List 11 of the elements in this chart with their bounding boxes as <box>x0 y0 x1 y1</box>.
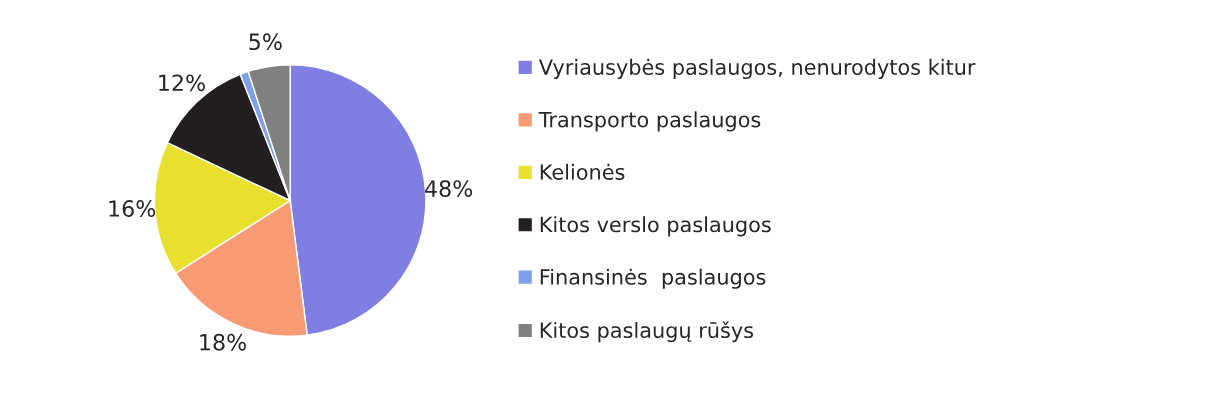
data-label: 5% <box>249 33 282 51</box>
legend-label: Kitos paslaugų rūšys <box>540 321 754 343</box>
data-label: 18% <box>200 333 247 351</box>
legend-label: Vyriausybės paslaugos, nenurodytos kitur <box>538 58 976 80</box>
data-label: 12% <box>159 74 205 92</box>
legend-label: Kelionės <box>540 163 625 180</box>
legend-label: Kitos verslo paslaugos <box>540 216 771 237</box>
legend-label: Transporto paslaugos <box>538 111 761 132</box>
data-label: 16% <box>109 200 156 217</box>
data-label: 48% <box>425 180 473 197</box>
legend-label: Finansinės paslaugos <box>540 268 766 289</box>
